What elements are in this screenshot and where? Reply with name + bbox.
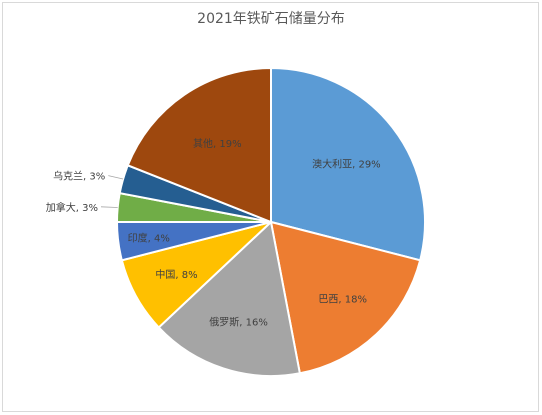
pie-slice [270,66,426,262]
leader-line [108,175,124,180]
data-label: 巴西, 18% [318,293,367,305]
data-label: 俄罗斯, 16% [209,316,268,329]
data-label: 其他, 19% [193,137,242,150]
pie-slice [157,220,302,377]
pie-slice [269,220,422,375]
pie-slice [126,66,272,224]
data-label: 印度, 4% [128,231,170,244]
chart-title: 2021年铁矿石储量分布 [197,11,345,27]
data-label: 加拿大, 3% [46,201,98,214]
data-label: 中国, 8% [155,268,197,281]
data-label: 乌克兰, 3% [53,170,105,183]
leader-line [100,206,118,208]
data-label: 澳大利亚, 29% [312,158,381,171]
